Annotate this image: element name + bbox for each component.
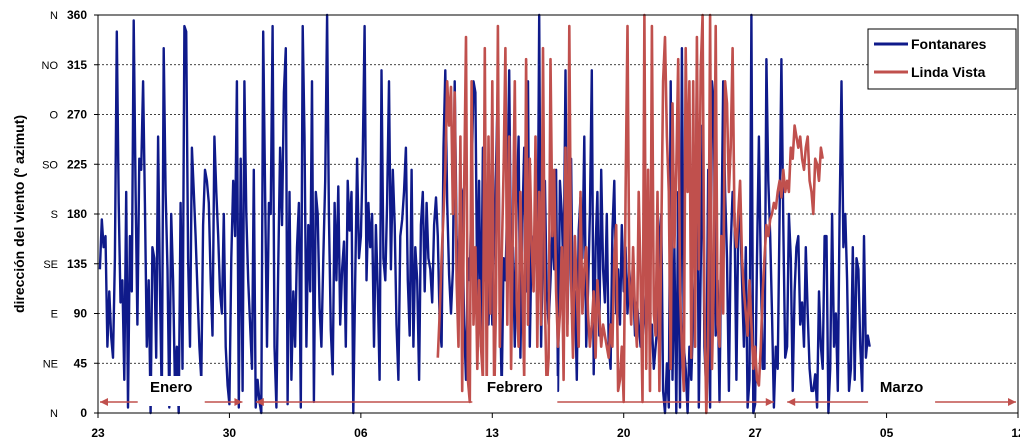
y-tick-label: 360 <box>67 8 87 22</box>
x-tick-label: 05 <box>880 426 894 440</box>
x-axis-ticks: 23 30 06 13 20 27 05 12 <box>91 413 1020 440</box>
period-annotations: Enero Febrero Marzo <box>100 376 1016 406</box>
x-tick-label: 13 <box>486 426 500 440</box>
y-tick-label: 90 <box>74 307 88 321</box>
y-axis-ticks: N 360 NO 315 O 270 SO 225 S 180 SE 135 E 90 NE 45 N 0 <box>42 8 98 420</box>
x-tick-label: 23 <box>91 426 105 440</box>
legend-box <box>867 28 1017 90</box>
y-tick-direction: SE <box>43 259 58 271</box>
period-arrowhead-left <box>255 398 264 406</box>
series-line-linda-vista <box>436 13 824 415</box>
period-label: Enero <box>150 379 193 396</box>
y-tick-direction: O <box>49 110 58 122</box>
x-tick-label: 20 <box>617 426 631 440</box>
y-tick-label: 315 <box>67 58 87 72</box>
y-tick-direction: N <box>50 408 58 420</box>
legend-label-linda-vista: Linda Vista <box>911 64 986 80</box>
period-label-bg <box>137 376 205 406</box>
y-tick-direction: N <box>50 10 58 22</box>
x-tick-label: 27 <box>748 426 762 440</box>
y-tick-label: 225 <box>67 157 87 171</box>
period-arrowhead-right <box>765 398 774 406</box>
x-tick-label: 12 <box>1011 426 1020 440</box>
period-label-bg <box>472 376 558 406</box>
period-arrowhead-left <box>787 398 796 406</box>
period-label: Febrero <box>487 379 543 396</box>
y-axis-label: dirección del viento (º azimut) <box>11 115 27 313</box>
y-tick-direction: NE <box>43 358 58 370</box>
y-tick-direction: NO <box>42 60 59 72</box>
y-tick-label: 180 <box>67 207 87 221</box>
legend: Fontanares Linda Vista <box>867 28 1017 90</box>
series-lines <box>98 13 871 415</box>
period-arrowhead-left <box>100 398 108 406</box>
y-tick-direction: SO <box>42 159 58 171</box>
y-tick-label: 270 <box>67 108 87 122</box>
legend-label-fontanares: Fontanares <box>911 36 987 52</box>
period-arrowhead-right <box>1008 398 1016 406</box>
y-tick-label: 45 <box>74 356 88 370</box>
y-tick-direction: S <box>51 209 58 221</box>
x-tick-label: 30 <box>223 426 237 440</box>
y-tick-direction: E <box>51 309 58 321</box>
x-tick-label: 06 <box>354 426 368 440</box>
period-label: Marzo <box>880 379 923 396</box>
y-tick-label: 0 <box>80 406 87 420</box>
period-label-bg <box>868 376 936 406</box>
period-arrowhead-right <box>234 398 243 406</box>
y-tick-label: 135 <box>67 257 87 271</box>
